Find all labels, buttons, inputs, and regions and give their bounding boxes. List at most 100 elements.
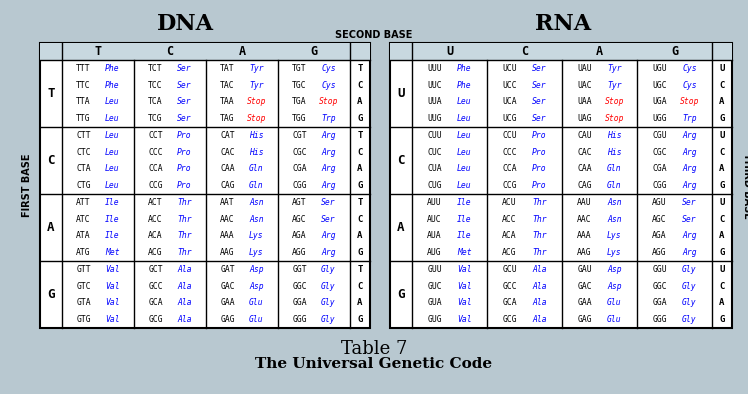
Text: U: U — [446, 45, 453, 58]
Text: U: U — [720, 265, 725, 274]
Text: Leu: Leu — [105, 164, 120, 173]
Text: Val: Val — [457, 282, 472, 291]
Text: C: C — [358, 282, 363, 291]
Text: G: G — [720, 114, 725, 123]
Text: Arg: Arg — [321, 164, 336, 173]
Text: His: His — [249, 148, 264, 157]
Text: Ser: Ser — [177, 81, 191, 89]
Text: Ser: Ser — [177, 97, 191, 106]
Text: TTC: TTC — [76, 81, 91, 89]
Text: FIRST BASE: FIRST BASE — [22, 154, 32, 217]
Text: Ser: Ser — [682, 198, 697, 207]
Text: Glu: Glu — [607, 298, 622, 307]
Text: C: C — [720, 215, 725, 224]
Text: G: G — [47, 288, 55, 301]
Text: UGU: UGU — [652, 64, 666, 73]
Text: T: T — [358, 64, 363, 73]
Text: Thr: Thr — [532, 198, 547, 207]
Text: GGC: GGC — [652, 282, 666, 291]
Text: A: A — [358, 97, 363, 106]
Text: Ala: Ala — [177, 265, 191, 274]
Text: T: T — [358, 265, 363, 274]
Text: TCA: TCA — [148, 97, 163, 106]
Text: CGA: CGA — [292, 164, 307, 173]
Text: GTG: GTG — [76, 315, 91, 324]
Text: Tyr: Tyr — [249, 64, 264, 73]
Text: GGG: GGG — [292, 315, 307, 324]
Text: GAC: GAC — [577, 282, 592, 291]
Text: UGA: UGA — [652, 97, 666, 106]
Text: G: G — [310, 45, 318, 58]
Text: ACC: ACC — [148, 215, 163, 224]
Text: Val: Val — [105, 282, 120, 291]
Text: Table 7: Table 7 — [341, 340, 407, 358]
Text: Val: Val — [105, 298, 120, 307]
Text: A: A — [596, 45, 603, 58]
Text: CCG: CCG — [502, 181, 517, 190]
Text: Cys: Cys — [321, 64, 336, 73]
Text: AAA: AAA — [577, 231, 592, 240]
Text: Arg: Arg — [321, 148, 336, 157]
Text: C: C — [397, 154, 405, 167]
Text: TGC: TGC — [292, 81, 307, 89]
Text: TAC: TAC — [221, 81, 235, 89]
Text: CGG: CGG — [652, 181, 666, 190]
Text: GUA: GUA — [427, 298, 442, 307]
Text: Arg: Arg — [321, 248, 336, 257]
Text: CGU: CGU — [652, 131, 666, 140]
Text: Asn: Asn — [249, 198, 264, 207]
Text: A: A — [358, 164, 363, 173]
Text: AAT: AAT — [221, 198, 235, 207]
Text: C: C — [720, 81, 725, 89]
Text: AUG: AUG — [427, 248, 442, 257]
Text: Stop: Stop — [319, 97, 338, 106]
Text: Asp: Asp — [607, 282, 622, 291]
Text: G: G — [397, 288, 405, 301]
Text: Arg: Arg — [682, 131, 697, 140]
Text: Thr: Thr — [532, 231, 547, 240]
Text: Gly: Gly — [682, 265, 697, 274]
Text: Ser: Ser — [532, 64, 547, 73]
Text: UUC: UUC — [427, 81, 442, 89]
Text: Arg: Arg — [321, 181, 336, 190]
Bar — [40, 43, 370, 328]
Text: CAA: CAA — [577, 164, 592, 173]
Bar — [40, 43, 370, 60]
Text: Stop: Stop — [247, 97, 266, 106]
Text: Thr: Thr — [177, 248, 191, 257]
Text: GCG: GCG — [148, 315, 163, 324]
Text: Ile: Ile — [457, 215, 472, 224]
Text: A: A — [720, 231, 725, 240]
Text: AAG: AAG — [221, 248, 235, 257]
Text: GAA: GAA — [577, 298, 592, 307]
Text: CTC: CTC — [76, 148, 91, 157]
Text: Stop: Stop — [604, 114, 625, 123]
Text: AGC: AGC — [292, 215, 307, 224]
Text: Gly: Gly — [321, 265, 336, 274]
Text: TCG: TCG — [148, 114, 163, 123]
Text: Stop: Stop — [247, 114, 266, 123]
Text: CGA: CGA — [652, 164, 666, 173]
Text: GAU: GAU — [577, 265, 592, 274]
Text: CAG: CAG — [221, 181, 235, 190]
Text: AGA: AGA — [292, 231, 307, 240]
Text: CGT: CGT — [292, 131, 307, 140]
Text: UAC: UAC — [577, 81, 592, 89]
Text: CCC: CCC — [148, 148, 163, 157]
Text: CUC: CUC — [427, 148, 442, 157]
Text: TTT: TTT — [76, 64, 91, 73]
Text: G: G — [358, 248, 363, 257]
Text: Ala: Ala — [177, 282, 191, 291]
Text: Met: Met — [457, 248, 472, 257]
Text: UGC: UGC — [652, 81, 666, 89]
Text: AAC: AAC — [221, 215, 235, 224]
Text: Ala: Ala — [532, 282, 547, 291]
Text: Val: Val — [457, 315, 472, 324]
Text: GCU: GCU — [502, 265, 517, 274]
Text: UCC: UCC — [502, 81, 517, 89]
Text: AGG: AGG — [652, 248, 666, 257]
Text: CTA: CTA — [76, 164, 91, 173]
Text: Phe: Phe — [457, 64, 472, 73]
Text: CCC: CCC — [502, 148, 517, 157]
Text: C: C — [167, 45, 174, 58]
